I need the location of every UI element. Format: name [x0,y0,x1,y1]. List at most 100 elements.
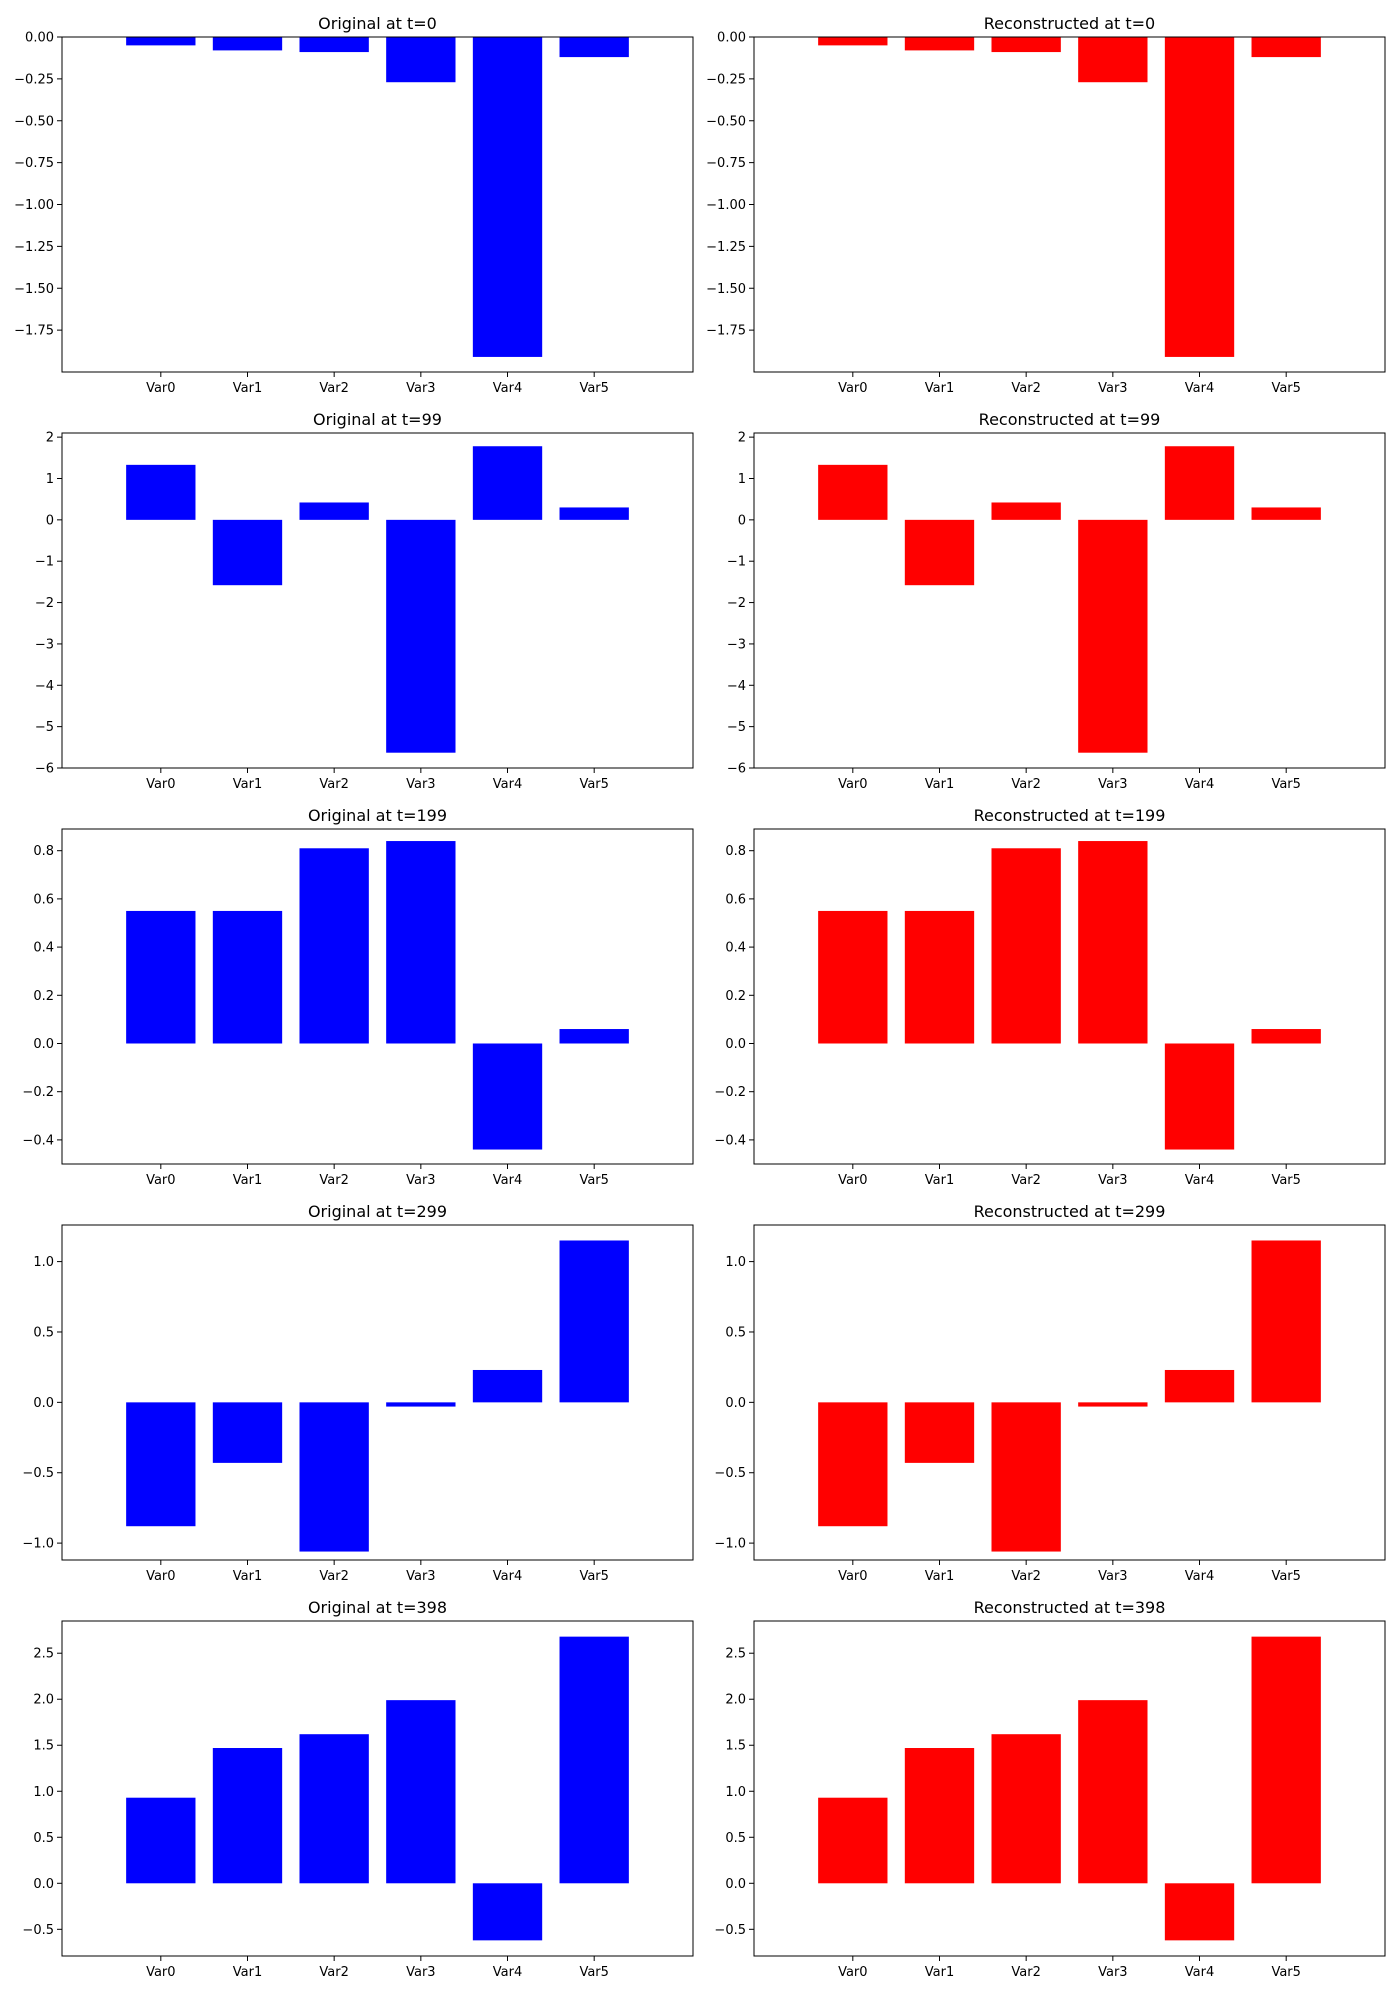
subplot-2: Reconstructed at t=0 0.00 −0.25 −0.50 −0.75 −… [706,14,1386,396]
y-tick-label: −5 [727,720,746,735]
bar-var1 [212,1402,283,1463]
bar-var2 [991,37,1061,53]
y-tick-label: 0.00 [25,31,54,46]
bar-var5 [1251,507,1321,520]
bar-var3 [1078,841,1148,1044]
bar-var3 [1078,1700,1148,1884]
x-tick-label: Var2 [319,777,348,792]
y-tick-label: 2 [46,431,54,446]
y-tick-label: 0.5 [33,1831,54,1846]
x-tick-label: Var4 [493,381,522,396]
y-tick-label: 0.00 [717,31,746,46]
y-tick-label: −0.2 [22,1085,54,1100]
x-tick-label: Var0 [146,1173,175,1188]
x-tick-label: Var0 [146,1965,175,1980]
y-tick-label: 0.4 [33,941,54,956]
x-tick-label: Var1 [925,1173,954,1188]
axes-frame [753,828,1386,1165]
y-tick-label: −0.75 [14,156,54,171]
x-tick-label: Var1 [233,1569,262,1584]
y-tick-label: −1.00 [706,198,746,213]
x-tick-label: Var2 [319,1173,348,1188]
y-tick-label: −1.25 [14,240,54,255]
y-tick-label: −0.25 [706,72,746,87]
bar-var4 [1164,446,1235,520]
bar-var1 [212,519,283,586]
y-tick-label: 0.8 [725,844,746,859]
y-tick-label: 1.0 [725,1255,746,1270]
bar-var0 [818,910,888,1044]
y-tick-label: −5 [35,720,54,735]
y-tick-label: −3 [35,637,54,652]
y-tick-label: 0.6 [725,892,746,907]
y-tick-label: −6 [727,762,746,777]
subplot-9: Original at t=398 2.5 2.0 1.5 1.0 0.5 0.0 −0.5 V… [22,1598,694,1980]
y-tick-label: 0.0 [33,1037,54,1052]
bar-var0 [126,1797,196,1884]
y-tick-label: 0.0 [725,1037,746,1052]
x-tick-label: Var4 [493,1965,522,1980]
y-tick-label: 1.0 [725,1785,746,1800]
x-tick-label: Var2 [1011,1173,1040,1188]
bar-var0 [126,37,196,46]
subplot-10: Reconstructed at t=398 2.5 2.0 1.5 1.0 0.5 0.0… [714,1598,1386,1980]
y-tick-label: 2.0 [725,1693,746,1708]
subplot-6: Reconstructed at t=199 0.8 0.6 0.4 0.2 0.0 −0.… [714,806,1386,1188]
y-tick-label: −3 [727,637,746,652]
axes-frame [61,828,694,1165]
axes-frame [753,1224,1386,1561]
x-tick-label: Var2 [1011,777,1040,792]
bar-var0 [126,910,196,1044]
y-tick-label: 1 [46,472,54,487]
bar-var5 [1251,1240,1321,1403]
x-tick-label: Var2 [319,1569,348,1584]
bar-var2 [299,1734,369,1884]
x-tick-label: Var1 [233,381,262,396]
y-tick-label: 0.2 [33,989,54,1004]
x-tick-label: Var1 [233,1965,262,1980]
y-tick-label: −1.00 [14,198,54,213]
axes-frame [753,1620,1386,1957]
bar-var3 [386,841,456,1044]
bar-var1 [212,37,283,51]
y-tick-label: −1 [35,555,54,570]
x-tick-label: Var3 [406,1173,435,1188]
y-tick-label: −0.50 [14,114,54,129]
x-tick-label: Var3 [1098,1569,1127,1584]
y-tick-label: −0.50 [706,114,746,129]
y-tick-label: −0.4 [714,1133,746,1148]
y-tick-label: 0.5 [725,1325,746,1340]
bar-var4 [472,1883,543,1941]
bar-var1 [904,37,975,51]
subplot-7: Original at t=299 1.0 0.5 0.0 −0.5 −1.0 Var0 Va… [22,1202,694,1584]
x-tick-label: Var4 [1185,1173,1214,1188]
bar-var4 [1164,1369,1235,1403]
y-tick-label: −1.25 [706,240,746,255]
y-tick-label: 0.0 [725,1877,746,1892]
subplot-title: Original at t=299 [308,1202,447,1221]
bar-var2 [991,1402,1061,1552]
bar-var3 [1078,1402,1148,1407]
x-tick-label: Var3 [406,1569,435,1584]
subplot-3: Original at t=99 2 1 0 −1 −2 −3 −4 −5 −6 Var0 Var1 V… [35,410,694,792]
bar-var2 [299,848,369,1044]
x-tick-label: Var1 [233,1173,262,1188]
x-tick-label: Var0 [838,777,867,792]
x-tick-label: Var3 [1098,1173,1127,1188]
x-tick-label: Var5 [579,1173,608,1188]
x-tick-label: Var5 [1271,777,1300,792]
y-tick-label: −4 [727,679,746,694]
y-tick-label: −0.2 [714,1085,746,1100]
bar-var2 [991,502,1061,520]
bar-var3 [386,1700,456,1884]
y-tick-label: 0.4 [725,941,746,956]
x-tick-label: Var2 [1011,1965,1040,1980]
bar-var5 [559,507,629,520]
bar-var4 [1164,37,1235,357]
subplot-title: Original at t=99 [313,410,442,429]
bar-var1 [212,910,283,1044]
bar-var0 [126,464,196,520]
axes-frame [61,432,694,769]
x-tick-label: Var5 [1271,1569,1300,1584]
